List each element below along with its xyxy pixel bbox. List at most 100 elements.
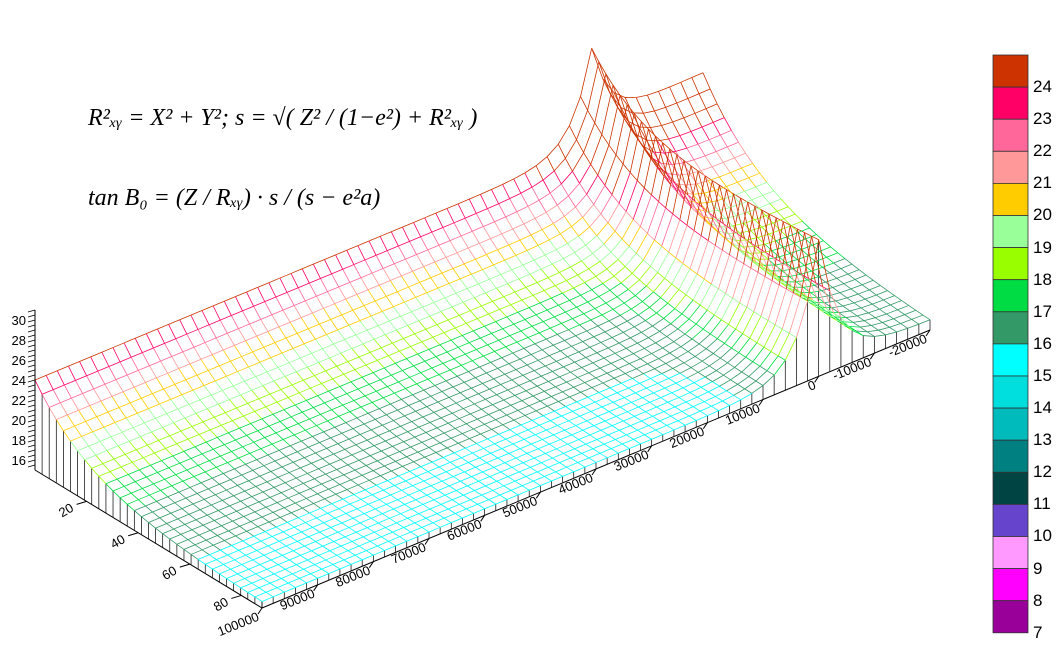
mesh-segment [470, 305, 482, 312]
mesh-segment [551, 263, 560, 273]
mesh-segment [516, 205, 529, 213]
mesh-segment [34, 374, 47, 381]
mesh-segment [220, 315, 232, 321]
mesh-segment [741, 163, 753, 169]
mesh-segment [743, 219, 755, 224]
mesh-segment [259, 362, 268, 373]
mesh-segment [782, 221, 795, 271]
mesh-segment [255, 568, 268, 575]
mesh-segment [516, 429, 529, 435]
mesh-segment [735, 307, 748, 330]
mesh-segment [477, 313, 489, 320]
mesh-segment [380, 374, 392, 381]
mesh-segment [715, 218, 728, 241]
mesh-segment [388, 536, 400, 542]
mesh-segment [709, 365, 717, 371]
mesh-segment [488, 499, 497, 505]
mesh-segment [437, 287, 446, 299]
mesh-segment [340, 541, 353, 547]
mesh-segment [646, 285, 654, 293]
mesh-segment [449, 480, 461, 487]
mesh-segment [178, 491, 187, 499]
mesh-segment [396, 329, 404, 339]
mesh-segment [551, 292, 563, 299]
mesh-segment [502, 419, 515, 426]
mesh-segment [103, 422, 116, 428]
mesh-segment [128, 469, 140, 475]
mesh-segment [121, 431, 130, 442]
mesh-segment [573, 382, 585, 388]
mesh-segment [565, 306, 577, 313]
mesh-segment [189, 363, 198, 376]
mesh-segment [576, 306, 584, 314]
mesh-segment [564, 335, 576, 341]
mesh-segment [834, 316, 846, 318]
mesh-segment [554, 410, 562, 417]
mesh-segment [524, 410, 537, 416]
mesh-segment [334, 303, 343, 316]
mesh-segment [526, 250, 535, 261]
mesh-segment [417, 447, 430, 453]
mesh-segment [480, 333, 492, 339]
mesh-segment [596, 235, 605, 245]
mesh-segment [257, 526, 266, 532]
mesh-segment [856, 312, 869, 317]
mesh-segment [686, 371, 699, 379]
mesh-segment [220, 549, 228, 556]
mesh-segment [595, 457, 608, 463]
mesh-segment [593, 185, 606, 205]
mesh-segment [621, 378, 633, 384]
mesh-segment [770, 328, 783, 352]
mesh-segment [523, 439, 532, 445]
mesh-segment [657, 272, 665, 279]
mesh-segment [491, 424, 503, 430]
mesh-segment [114, 422, 123, 433]
mesh-segment [672, 160, 685, 215]
mesh-segment [507, 385, 520, 391]
mesh-segment [692, 194, 701, 204]
mesh-segment [160, 360, 168, 374]
mesh-segment [401, 270, 413, 277]
x-tick [591, 468, 597, 476]
mesh-segment [723, 367, 735, 376]
mesh-segment [531, 321, 544, 327]
mesh-segment [667, 397, 680, 403]
mesh-segment [615, 104, 628, 155]
mesh-segment [311, 550, 319, 556]
mesh-segment [621, 358, 630, 365]
x-tick [424, 538, 430, 545]
mesh-segment [171, 480, 184, 487]
mesh-segment [416, 249, 428, 255]
mesh-segment [199, 504, 212, 510]
mesh-segment [391, 374, 399, 383]
mesh-segment [92, 426, 105, 433]
mesh-segment [646, 382, 658, 389]
mesh-segment [589, 434, 598, 440]
mesh-segment [164, 338, 176, 344]
mesh-segment [243, 415, 251, 424]
mesh-segment [520, 420, 533, 426]
mesh-segment [496, 480, 505, 487]
mesh-segment [542, 321, 551, 329]
mesh-segment [603, 230, 616, 245]
mesh-segment [326, 531, 339, 538]
mesh-segment [150, 464, 158, 473]
mesh-segment [260, 319, 269, 332]
mesh-segment [318, 468, 326, 475]
mesh-segment [303, 478, 315, 484]
mesh-segment [693, 230, 702, 236]
mesh-segment [440, 412, 453, 419]
mesh-segment [719, 172, 731, 178]
mesh-segment [515, 453, 528, 459]
mesh-segment [226, 489, 234, 497]
mesh-segment [431, 363, 444, 369]
mesh-segment [465, 447, 473, 454]
x-tick [647, 445, 653, 453]
mesh-segment [581, 260, 590, 270]
mesh-segment [636, 128, 649, 181]
mesh-segment [782, 246, 791, 254]
mesh-segment [802, 220, 810, 229]
mesh-segment [272, 507, 285, 513]
mesh-segment [92, 431, 101, 442]
mesh-segment [607, 429, 620, 436]
